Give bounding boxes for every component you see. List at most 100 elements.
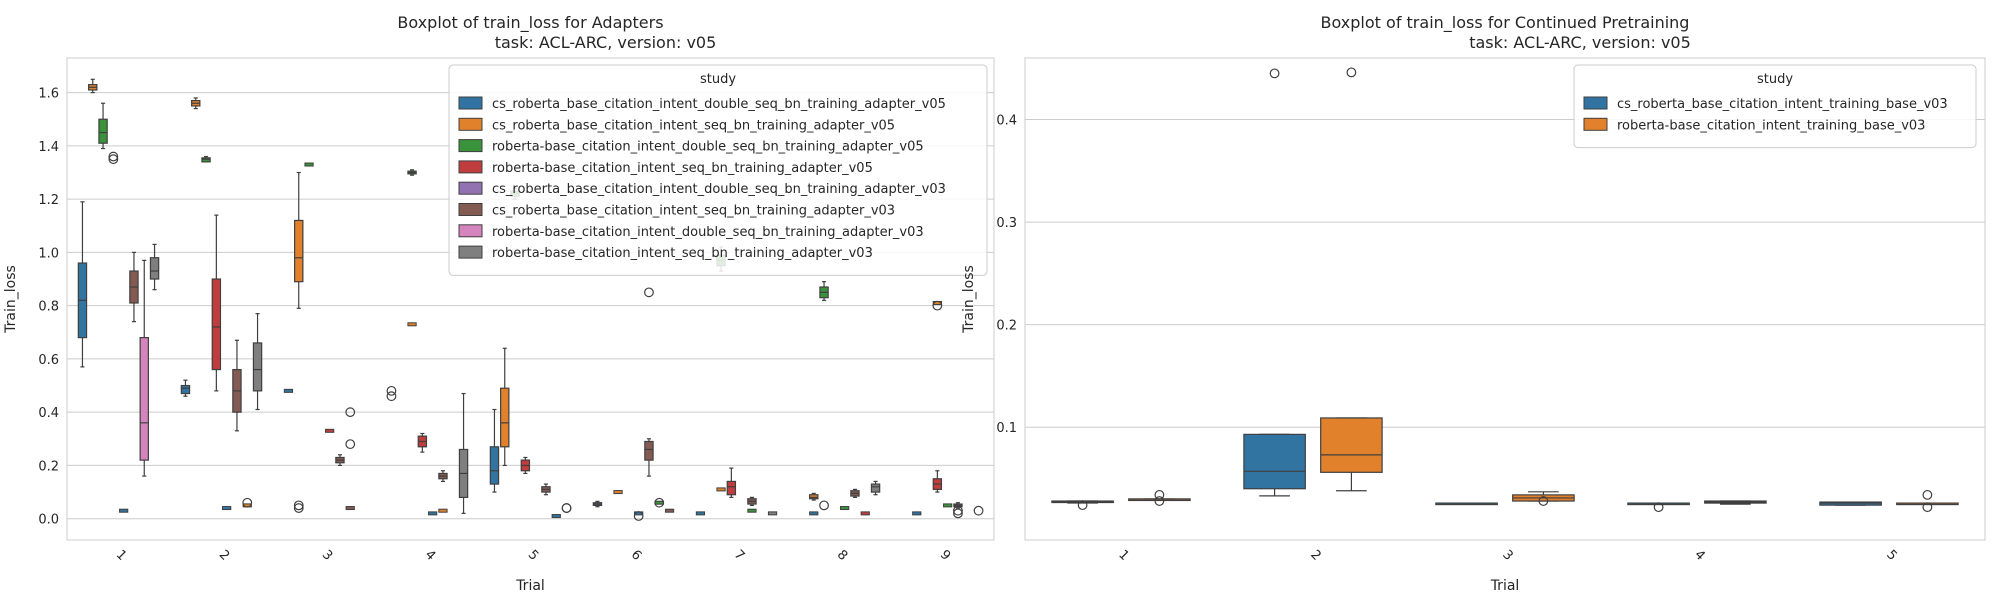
- outlier-point: [108, 151, 119, 162]
- iqr-box: [1320, 417, 1383, 473]
- series-cs-roberta-base-citation-intent-double-seq-bn-training-adapter-v05: [77, 201, 603, 508]
- legend-swatch: [458, 160, 483, 174]
- legend-swatch: [458, 96, 483, 110]
- iqr-box: [644, 440, 654, 461]
- y-tick-label: 0.1: [996, 421, 1017, 436]
- pretraining-x-axis-label: Trial: [1490, 578, 1520, 594]
- y-tick-label: 1.4: [38, 140, 59, 155]
- y-tick-label: 0.6: [38, 353, 59, 368]
- pretraining-y-tick-labels: 0.1 0.2 0.3 0.4: [996, 114, 1017, 437]
- outlier-point: [561, 503, 572, 513]
- adapters-y-tick-labels: 0.0 0.2 0.4 0.6 0.8 1.0 1.2 1.4 1.6: [38, 87, 59, 528]
- outlier-point: [293, 500, 304, 511]
- x-tick-label: 8: [834, 547, 850, 563]
- pretraining-x-tick-labels: 1 2 3 4 5: [1115, 547, 1899, 563]
- y-tick-label: 0.2: [996, 319, 1017, 334]
- outlier-point: [345, 439, 356, 450]
- flat-box: [716, 487, 726, 492]
- x-tick-label: 1: [113, 547, 129, 563]
- outlier-point: [242, 497, 253, 508]
- iqr-box: [500, 387, 510, 448]
- x-tick-label: 2: [1307, 547, 1323, 563]
- x-tick-label: 6: [628, 547, 644, 563]
- flat-box: [840, 506, 850, 511]
- flat-box: [767, 511, 778, 516]
- outlier-point: [1154, 489, 1165, 500]
- adapters-plot-frame: [66, 57, 995, 541]
- flat-box: [664, 508, 675, 513]
- flat-box: [325, 428, 335, 433]
- flat-box: [407, 322, 417, 327]
- outlier-point: [293, 503, 304, 513]
- flat-box: [613, 490, 623, 495]
- outlier-point: [1922, 502, 1933, 513]
- iqr-box: [809, 494, 819, 500]
- flat-box: [809, 511, 819, 516]
- flat-box: [222, 506, 232, 511]
- flat-box: [438, 508, 448, 513]
- y-tick-label: 0.0: [38, 513, 59, 528]
- outlier-point: [1653, 502, 1664, 513]
- flat-box: [912, 511, 922, 516]
- flat-box: [747, 508, 757, 513]
- series-cs-roberta-base-citation-intent-seq-bn-training-adapter-v05: [88, 78, 819, 501]
- y-tick-label: 0.2: [38, 459, 59, 474]
- legend-title: study: [700, 72, 736, 87]
- x-tick-label: 4: [1691, 547, 1707, 563]
- legend-frame: [1573, 64, 1977, 149]
- outlier-point: [973, 505, 984, 516]
- pretraining-box-series: [1051, 67, 1959, 513]
- legend-swatch: [458, 117, 483, 131]
- iqr-box: [870, 483, 881, 493]
- outlier-point: [386, 385, 397, 396]
- x-tick-label: 2: [216, 547, 232, 563]
- x-tick-label: 4: [422, 547, 438, 563]
- adapters-boxplot-panel: Boxplot of train_loss for Adapters task:…: [3, 13, 995, 594]
- x-tick-label: 9: [937, 547, 953, 563]
- x-tick-label: 1: [1115, 547, 1131, 563]
- outlier-point: [345, 407, 356, 418]
- legend-label: roberta-base_citation_intent_double_seq_…: [492, 225, 924, 240]
- flat-box: [428, 511, 438, 516]
- flat-box: [860, 511, 870, 516]
- x-tick-label: 5: [525, 547, 541, 563]
- series-roberta-base-citation-intent-seq-bn-training-adapter-v03: [149, 243, 881, 514]
- outlier-point: [644, 287, 654, 298]
- x-tick-label: 3: [319, 547, 335, 563]
- outlier-point: [953, 508, 963, 519]
- legend-label: cs_roberta_base_citation_intent_double_s…: [492, 182, 946, 197]
- pretraining-chart-subtitle: task: ACL-ARC, version: v05: [1469, 33, 1691, 52]
- y-tick-label: 0.3: [996, 216, 1017, 231]
- legend-label: cs_roberta_base_citation_intent_seq_bn_t…: [492, 118, 895, 133]
- y-tick-label: 0.8: [38, 300, 59, 315]
- legend-label: cs_roberta_base_citation_intent_training…: [1617, 97, 1948, 112]
- outlier-point: [953, 505, 963, 516]
- legend-frame: [448, 64, 988, 276]
- legend-label: roberta-base_citation_intent_training_ba…: [1617, 118, 1925, 133]
- legend-swatch: [458, 139, 483, 153]
- iqr-box: [98, 118, 108, 144]
- pretraining-plot-frame: [1024, 57, 1986, 541]
- legend-label: roberta-base_citation_intent_seq_bn_trai…: [492, 246, 873, 261]
- iqr-box: [252, 342, 263, 392]
- flat-box: [654, 500, 664, 505]
- flat-box: [304, 162, 314, 167]
- series-roberta-base-citation-intent-seq-bn-training-adapter-v05: [211, 214, 943, 498]
- legend-swatch: [1583, 96, 1608, 110]
- legend-swatch: [458, 224, 483, 238]
- series-cs-roberta-base-citation-intent-training-base-v03: [1051, 68, 1882, 513]
- outlier-point: [633, 511, 644, 521]
- outlier-point: [654, 497, 665, 508]
- legend-label: roberta-base_citation_intent_seq_bn_trai…: [492, 161, 873, 176]
- outlier-point: [108, 154, 119, 165]
- pretraining-legend: study cs_roberta_base_citation_intent_tra…: [1573, 64, 1977, 149]
- flat-box: [345, 506, 355, 511]
- outlier-point: [1154, 496, 1165, 506]
- adapters-chart-title: Boxplot of train_loss for Adapters: [397, 13, 663, 33]
- outlier-point: [1346, 67, 1357, 78]
- y-tick-label: 0.4: [996, 114, 1017, 129]
- adapters-x-axis-label: Trial: [515, 578, 545, 594]
- legend-swatch: [458, 181, 483, 195]
- outlier-point: [932, 300, 943, 311]
- adapters-chart-subtitle: task: ACL-ARC, version: v05: [495, 33, 717, 52]
